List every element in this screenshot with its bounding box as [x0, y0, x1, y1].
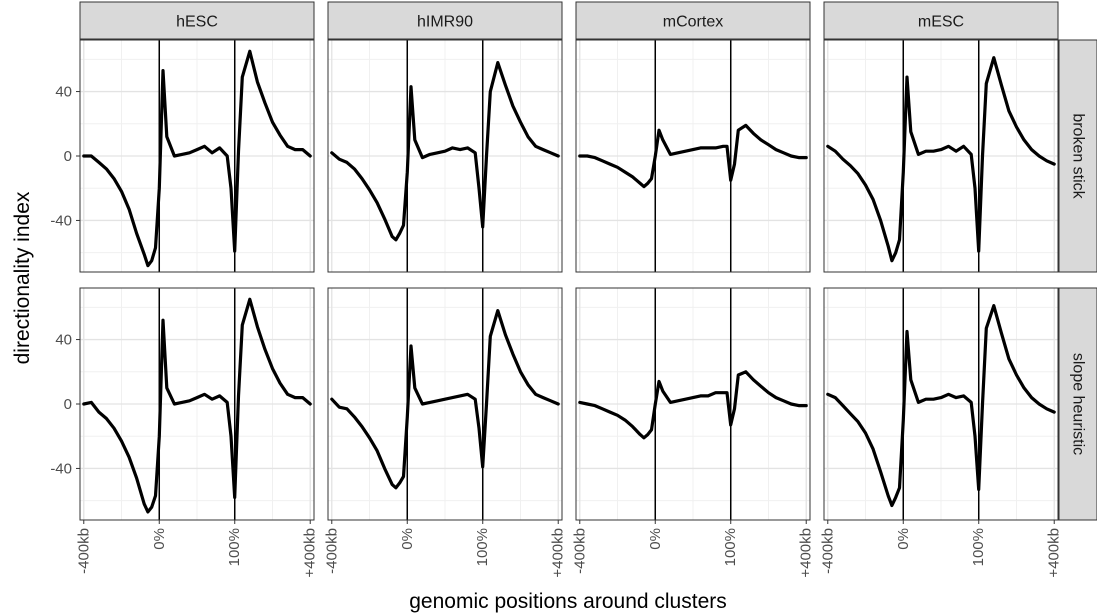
series-line: [826, 56, 1056, 263]
x-tick-label: 100%: [474, 528, 491, 566]
panel-hesc-broken-stick: [79, 39, 315, 273]
x-tick-label: -400kb: [819, 528, 836, 574]
panel-border: [327, 39, 563, 273]
x-tick-label: 0%: [151, 528, 168, 550]
x-tick-label: 0%: [647, 528, 664, 550]
panel-himr90-broken-stick: [327, 39, 563, 273]
panel-border: [823, 287, 1059, 521]
series-line: [826, 304, 1056, 508]
x-tick-label: +400kb: [550, 528, 567, 578]
x-axis-title: genomic positions around clusters: [409, 590, 727, 613]
series-line: [82, 297, 312, 514]
series-line: [578, 370, 808, 440]
panel-mcortex-slope-heuristic: [575, 287, 811, 521]
row-label-slope-heuristic: slope heuristic: [1070, 353, 1087, 455]
facet-label-mcortex: mCortex: [663, 14, 723, 31]
x-tick-label: +400kb: [798, 528, 815, 578]
facet-label-himr90: hIMR90: [417, 14, 473, 31]
x-tick-label: 100%: [970, 528, 987, 566]
row-strip-slope-heuristic: [1058, 287, 1097, 521]
series-line: [330, 60, 560, 242]
facet-strip-mcortex: [575, 1, 811, 40]
y-tick-label: 40: [55, 84, 72, 101]
y-tick-label: -40: [50, 460, 72, 477]
facet-strip-hesc: [79, 1, 315, 40]
panel-mesc-slope-heuristic: [823, 287, 1059, 521]
series-line: [578, 123, 808, 189]
row-strip-broken-stick: [1058, 39, 1097, 273]
panel-mesc-broken-stick: [823, 39, 1059, 273]
facet-label-mesc: mESC: [918, 14, 964, 31]
facet-strip-mesc: [823, 1, 1059, 40]
x-tick-label: 0%: [895, 528, 912, 550]
series-line: [82, 49, 312, 268]
x-tick-label: +400kb: [302, 528, 319, 578]
y-tick-label: 0: [64, 396, 72, 413]
y-axis-title: directionality index: [11, 191, 34, 364]
x-tick-label: +400kb: [1046, 528, 1063, 578]
x-tick-label: 100%: [722, 528, 739, 566]
panel-border: [327, 287, 563, 521]
facet-label-hesc: hESC: [176, 14, 218, 31]
x-tick-label: 0%: [399, 528, 416, 550]
panel-mcortex-broken-stick: [575, 39, 811, 273]
x-tick-label: -400kb: [75, 528, 92, 574]
facet-strip-himr90: [327, 1, 563, 40]
y-tick-label: -40: [50, 212, 72, 229]
row-label-broken-stick: broken stick: [1070, 113, 1087, 199]
x-tick-label: 100%: [226, 528, 243, 566]
panel-border: [575, 287, 811, 521]
panel-border: [575, 39, 811, 273]
panel-border: [823, 39, 1059, 273]
y-tick-label: 0: [64, 148, 72, 165]
panel-hesc-slope-heuristic: [79, 287, 315, 521]
panel-himr90-slope-heuristic: [327, 287, 563, 521]
series-line: [330, 309, 560, 490]
y-tick-label: 40: [55, 332, 72, 349]
x-tick-label: -400kb: [571, 528, 588, 574]
x-tick-label: -400kb: [323, 528, 340, 574]
